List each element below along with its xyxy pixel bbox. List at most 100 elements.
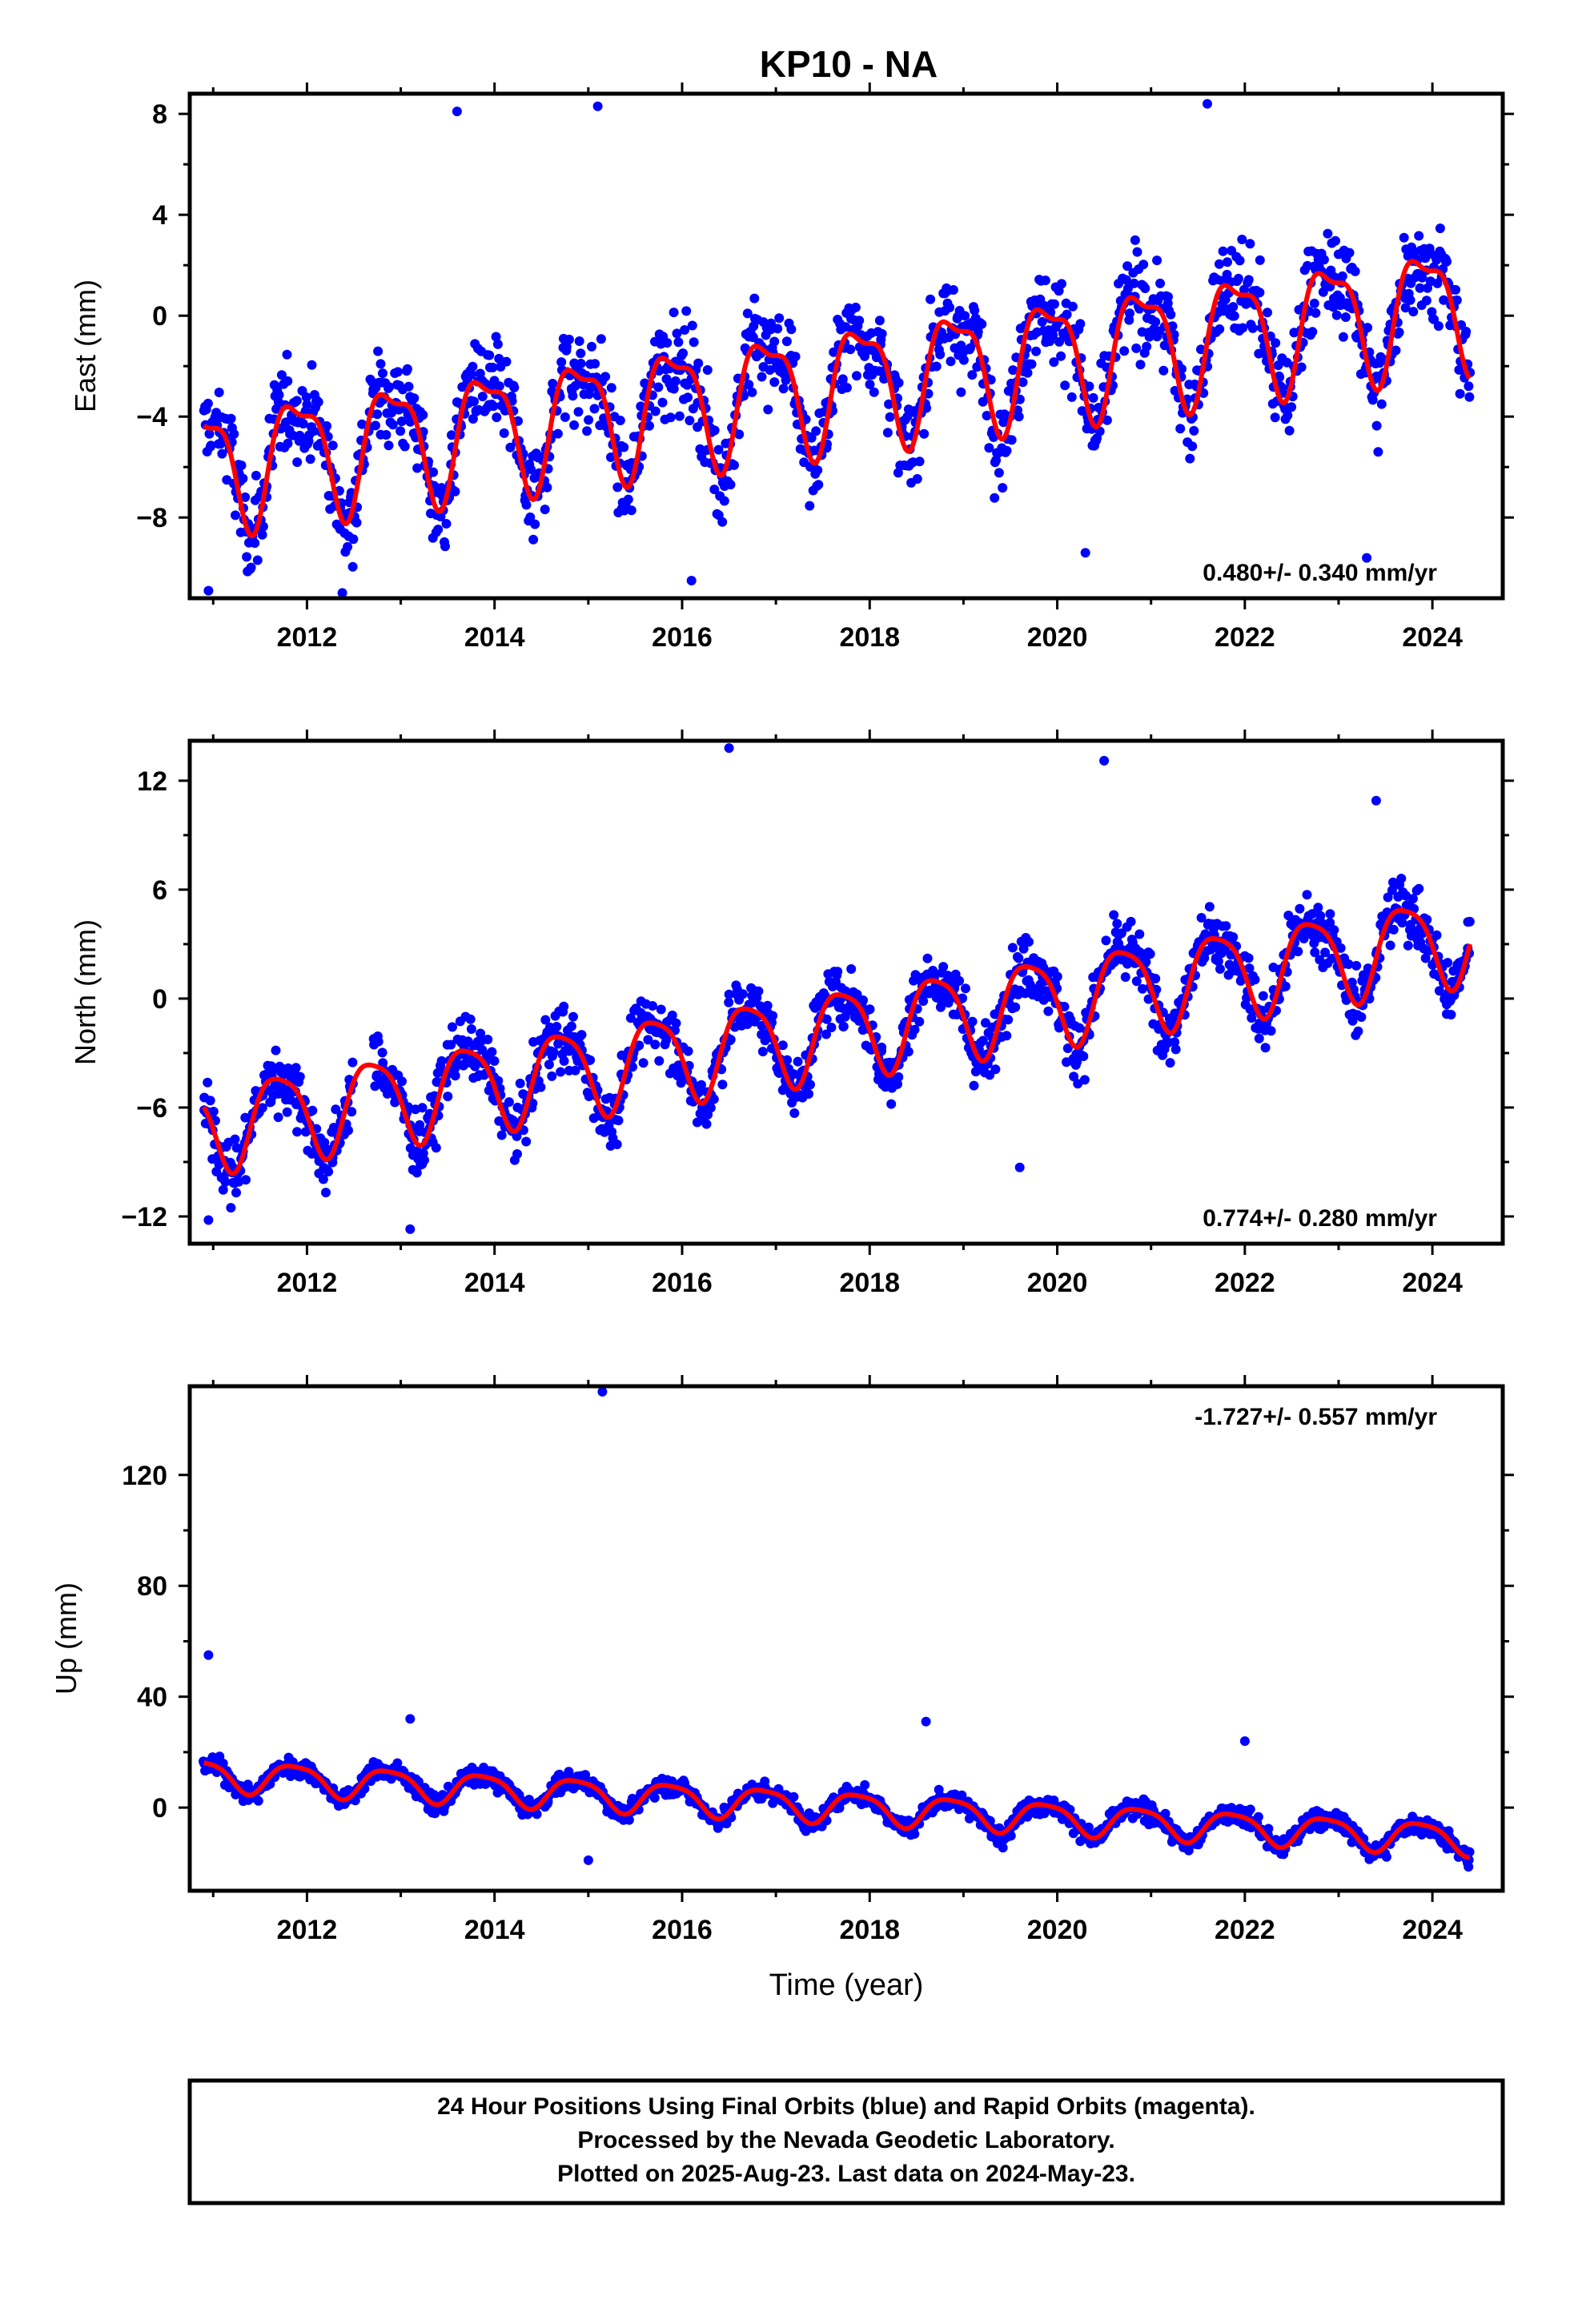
data-point xyxy=(236,460,247,471)
data-point xyxy=(1414,231,1424,241)
data-point xyxy=(1344,247,1355,258)
data-point xyxy=(387,420,398,430)
data-point xyxy=(1121,275,1131,285)
data-point xyxy=(790,352,801,362)
data-point xyxy=(1431,930,1442,940)
data-point xyxy=(893,1072,904,1082)
data-point xyxy=(805,501,815,511)
data-point xyxy=(343,541,353,552)
data-point xyxy=(240,492,251,502)
data-point xyxy=(569,420,580,430)
x-tick-label: 2014 xyxy=(464,1268,525,1298)
data-point xyxy=(689,337,699,348)
data-point xyxy=(672,328,682,339)
data-point xyxy=(998,483,1008,493)
data-point xyxy=(1144,332,1154,342)
data-point xyxy=(1260,1043,1271,1053)
data-point xyxy=(1052,971,1062,982)
data-point xyxy=(1158,365,1169,376)
data-point xyxy=(768,1011,778,1021)
data-point xyxy=(292,457,303,468)
data-point xyxy=(977,319,987,329)
y-tick-label: −4 xyxy=(136,402,167,432)
y-tick-label: 40 xyxy=(137,1683,167,1713)
data-point xyxy=(1244,963,1255,974)
data-point xyxy=(556,357,567,368)
data-point xyxy=(230,1134,240,1144)
data-point xyxy=(205,1096,215,1106)
data-point xyxy=(431,1143,441,1153)
x-tick-label: 2018 xyxy=(839,622,900,653)
data-point xyxy=(351,517,362,528)
data-point xyxy=(1138,983,1147,994)
data-point xyxy=(961,983,970,994)
data-point xyxy=(1338,332,1348,342)
data-point xyxy=(1018,943,1029,954)
data-point xyxy=(1391,345,1401,356)
data-point xyxy=(903,1047,913,1057)
data-point xyxy=(218,1759,228,1768)
data-point xyxy=(1295,903,1305,914)
data-point xyxy=(914,456,925,467)
data-point xyxy=(540,505,550,515)
data-point xyxy=(670,376,681,386)
data-point xyxy=(484,350,495,360)
data-point xyxy=(373,1036,383,1047)
data-point xyxy=(919,428,930,439)
data-point xyxy=(669,308,679,318)
data-point xyxy=(893,1079,902,1089)
data-point xyxy=(1215,324,1225,334)
data-point xyxy=(1464,1847,1475,1857)
outlier-point xyxy=(405,1224,416,1234)
y-axis-label-up: Up (mm) xyxy=(50,1582,82,1695)
data-point xyxy=(654,1055,665,1066)
data-point xyxy=(1439,295,1449,305)
data-point xyxy=(1417,272,1427,283)
data-point xyxy=(540,1015,551,1025)
data-point xyxy=(678,348,688,359)
data-point xyxy=(1084,381,1094,392)
x-tick-label: 2024 xyxy=(1402,1915,1463,1945)
data-point xyxy=(945,303,955,312)
y-tick-label: −8 xyxy=(136,503,167,533)
outlier-point xyxy=(686,576,697,585)
data-point xyxy=(415,1120,425,1130)
data-point xyxy=(1396,874,1407,883)
data-point xyxy=(1006,1831,1016,1841)
data-point xyxy=(954,975,965,986)
data-point xyxy=(669,384,679,394)
data-point xyxy=(494,353,504,364)
data-point xyxy=(496,1130,507,1140)
data-point xyxy=(1335,292,1345,303)
y-tick-label: 8 xyxy=(152,99,167,130)
data-point xyxy=(397,1076,407,1087)
data-point xyxy=(273,1112,283,1123)
data-point xyxy=(766,318,776,328)
data-point xyxy=(909,1829,920,1839)
data-point xyxy=(834,1803,845,1813)
data-point xyxy=(926,294,936,304)
data-point xyxy=(662,338,673,348)
data-point xyxy=(1026,359,1037,369)
data-point xyxy=(1135,360,1146,370)
data-point xyxy=(450,486,460,497)
data-point xyxy=(257,1103,267,1113)
data-point xyxy=(576,1030,587,1040)
data-point xyxy=(1163,292,1173,302)
data-point xyxy=(1243,953,1254,963)
data-point xyxy=(220,1176,231,1187)
data-point xyxy=(1245,239,1255,249)
model-curve-east xyxy=(202,259,1472,539)
data-point xyxy=(938,962,949,972)
data-point xyxy=(1109,910,1119,920)
rate-annotation-up: -1.727+/- 0.557 mm/yr xyxy=(1195,1404,1437,1430)
data-point xyxy=(912,474,922,484)
data-point xyxy=(319,1137,330,1148)
data-point xyxy=(1102,415,1112,425)
data-point xyxy=(1408,307,1419,317)
data-point xyxy=(246,562,256,573)
footer-line-2: Processed by the Nevada Geodetic Laborat… xyxy=(577,2127,1114,2153)
data-point xyxy=(476,1028,486,1039)
data-point xyxy=(561,342,572,352)
